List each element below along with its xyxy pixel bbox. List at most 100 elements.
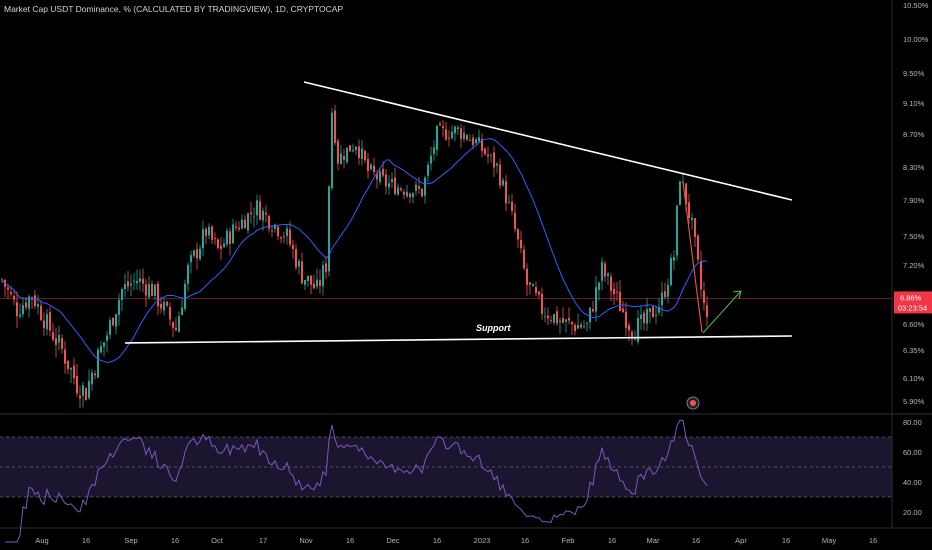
price-axis-label: 10.50% bbox=[903, 1, 929, 10]
candle-body bbox=[454, 126, 456, 134]
candle-body bbox=[520, 239, 522, 249]
candle-body bbox=[451, 131, 453, 139]
candle-body bbox=[100, 346, 102, 353]
time-axis-label: 16 bbox=[171, 536, 179, 545]
time-axis-label: 16 bbox=[346, 536, 354, 545]
candle-body bbox=[511, 201, 513, 211]
candle-body bbox=[70, 368, 72, 370]
gridlines bbox=[0, 0, 932, 529]
candle-body bbox=[496, 163, 498, 166]
candle-body bbox=[133, 280, 135, 282]
candle-body bbox=[664, 291, 666, 298]
candle-body bbox=[553, 314, 555, 323]
candle-body bbox=[658, 306, 660, 313]
candle-body bbox=[325, 263, 327, 273]
candle-body bbox=[220, 245, 222, 250]
candle-body bbox=[670, 257, 672, 286]
candle-body bbox=[340, 153, 342, 164]
support-label: Support bbox=[476, 323, 511, 333]
candle-body bbox=[184, 283, 186, 309]
candle-body bbox=[619, 291, 621, 312]
axes: 10.50% 10.00% 9.50% 9.10% 8.70% 8.30% 7.90% 7.5… bbox=[35, 1, 932, 545]
candle-body bbox=[25, 302, 27, 308]
candle-body bbox=[439, 123, 441, 126]
time-axis-label: 16 bbox=[82, 536, 90, 545]
candle-body bbox=[661, 292, 663, 306]
candle-body bbox=[529, 282, 531, 285]
candle-body bbox=[532, 284, 534, 287]
candle-body bbox=[601, 261, 603, 281]
candle-body bbox=[556, 311, 558, 324]
candle-body bbox=[322, 265, 324, 287]
candle-body bbox=[526, 268, 528, 285]
candle-body bbox=[367, 158, 369, 172]
candle-body bbox=[97, 349, 99, 378]
candle-body bbox=[247, 213, 249, 231]
candle-body bbox=[607, 273, 609, 277]
candle-body bbox=[538, 291, 540, 295]
candle-body bbox=[205, 228, 207, 236]
candle-body bbox=[418, 186, 420, 189]
candle-body bbox=[118, 299, 120, 315]
candle-body bbox=[427, 164, 429, 176]
candle-body bbox=[628, 325, 630, 331]
candle-body bbox=[361, 148, 363, 159]
price-axis-label: 9.10% bbox=[903, 99, 925, 108]
candle-body bbox=[700, 260, 702, 290]
candle-body bbox=[157, 283, 159, 307]
candle-body bbox=[214, 238, 216, 240]
candle-body bbox=[688, 202, 690, 218]
candle-body bbox=[331, 112, 333, 189]
candle-body bbox=[622, 308, 624, 313]
rsi-axis-label: 40.00 bbox=[903, 478, 922, 487]
candle-body bbox=[19, 314, 21, 317]
rsi-axis-label: 60.00 bbox=[903, 448, 922, 457]
candle-body bbox=[409, 193, 411, 198]
candle-body bbox=[223, 243, 225, 247]
candle-body bbox=[346, 147, 348, 163]
candle-body bbox=[307, 275, 309, 282]
candle-body bbox=[316, 279, 318, 287]
time-axis-label: Aug bbox=[35, 536, 48, 545]
time-axis-label: 17 bbox=[259, 536, 267, 545]
candle-body bbox=[676, 205, 678, 256]
candle-body bbox=[604, 263, 606, 277]
candle-body bbox=[274, 224, 276, 229]
candle-body bbox=[691, 217, 693, 221]
candle-body bbox=[637, 318, 639, 342]
candle-body bbox=[580, 324, 582, 328]
candle-body bbox=[631, 331, 633, 340]
candle-body bbox=[106, 335, 108, 341]
candle-body bbox=[685, 183, 687, 205]
candle-body bbox=[502, 180, 504, 186]
time-axis-label: 16 bbox=[782, 536, 790, 545]
moving-average-line bbox=[1, 138, 708, 364]
candle-body bbox=[10, 292, 12, 295]
candle-body bbox=[163, 302, 165, 311]
candle-body bbox=[301, 261, 303, 284]
candle-body bbox=[328, 186, 330, 272]
candle-body bbox=[136, 281, 138, 284]
projection-arrowhead bbox=[732, 290, 742, 300]
candle-body bbox=[217, 239, 219, 249]
trendline-drawings[interactable]: Support bbox=[124, 81, 793, 410]
candle-body bbox=[385, 174, 387, 187]
candle-body bbox=[613, 289, 615, 294]
price-axis-label: 7.20% bbox=[903, 261, 925, 270]
candle-body bbox=[109, 320, 111, 335]
candle-body bbox=[394, 177, 396, 195]
candle-body bbox=[403, 191, 405, 195]
candle-body bbox=[349, 145, 351, 152]
candle-body bbox=[115, 314, 117, 327]
candle-body bbox=[478, 137, 480, 142]
price-axis-label: 6.35% bbox=[903, 346, 925, 355]
candle-body bbox=[292, 244, 294, 250]
time-axis-label: 16 bbox=[521, 536, 529, 545]
candle-body bbox=[568, 318, 570, 321]
price-axis-label: 9.50% bbox=[903, 69, 925, 78]
support-trendline bbox=[124, 335, 793, 344]
projection-up-arrow bbox=[702, 290, 742, 334]
candle-body bbox=[265, 212, 267, 215]
candle-body bbox=[244, 219, 246, 229]
